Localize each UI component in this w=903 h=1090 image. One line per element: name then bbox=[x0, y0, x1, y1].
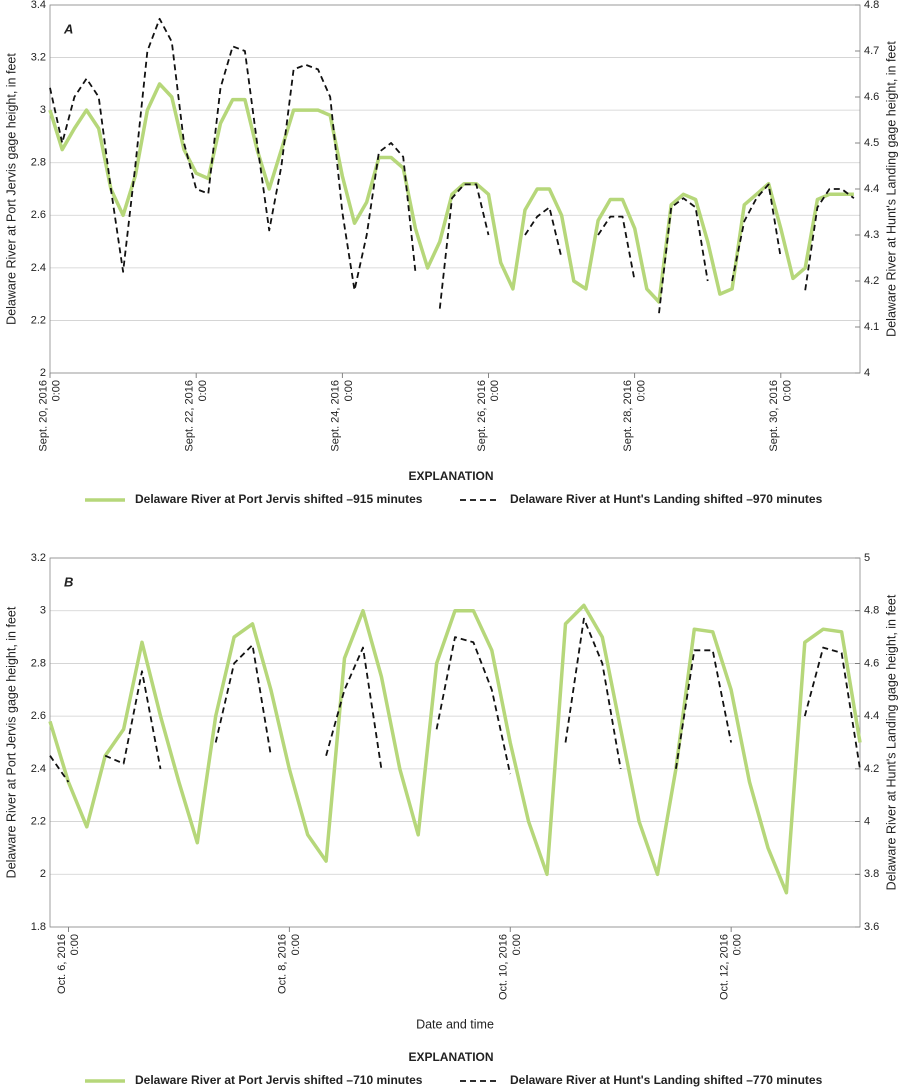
x-tick-label: Sept. 28, 20160:00 bbox=[622, 380, 647, 452]
y2-tick-label: 4.8 bbox=[864, 0, 879, 11]
y2-tick-label: 4.4 bbox=[864, 710, 879, 722]
series-line bbox=[49, 617, 861, 783]
y-tick-label: 2.8 bbox=[31, 657, 46, 669]
y-tick-label: 2 bbox=[40, 868, 46, 880]
y-tick-label: 3.2 bbox=[31, 552, 46, 564]
y2-tick-label: 4.1 bbox=[864, 321, 879, 333]
y2-tick-label: 4.6 bbox=[864, 91, 879, 103]
y-tick-label: 2.2 bbox=[31, 314, 46, 326]
legend-label: Delaware River at Port Jervis shifted –7… bbox=[135, 1073, 423, 1087]
y2-tick-label: 4 bbox=[864, 815, 870, 827]
y2-tick-label: 4.2 bbox=[864, 763, 879, 775]
y2-axis-label: Delaware River at Hunt's Landing gage he… bbox=[884, 594, 898, 890]
y-axis-label: Delaware River at Port Jervis gage heigh… bbox=[4, 606, 18, 878]
x-tick-label: Oct. 10, 20160:00 bbox=[498, 934, 523, 1000]
x-tick-label: Oct. 12, 20160:00 bbox=[718, 934, 743, 1000]
panel-label: B bbox=[64, 574, 73, 589]
panel-label: A bbox=[63, 21, 73, 36]
y2-tick-label: 5 bbox=[864, 552, 870, 564]
y-tick-label: 2.4 bbox=[31, 763, 46, 775]
x-tick-label: Sept. 20, 20160:00 bbox=[37, 380, 62, 452]
series-line bbox=[48, 82, 854, 304]
x-tick-label: Sept. 24, 20160:00 bbox=[330, 380, 355, 452]
y-tick-label: 3 bbox=[40, 104, 46, 116]
y-tick-label: 3.2 bbox=[31, 51, 46, 63]
y2-tick-label: 4.8 bbox=[864, 605, 879, 617]
x-tick-label: Oct. 6, 20160:00 bbox=[56, 934, 81, 994]
y-tick-label: 2.8 bbox=[31, 157, 46, 169]
x-tick-label: Sept. 22, 20160:00 bbox=[183, 380, 208, 452]
legend-label: Delaware River at Port Jervis shifted –9… bbox=[135, 492, 423, 506]
legend-title: EXPLANATION bbox=[408, 1050, 493, 1064]
y2-axis-label: Delaware River at Hunt's Landing gage he… bbox=[884, 41, 898, 337]
series-line bbox=[48, 603, 862, 895]
panel: 2 2.2 2.4 2.6 2.8 3 3.2 3.4 4 4.1 4.2 4.3 4.4 4.5 4.6 4… bbox=[4, 0, 898, 506]
y2-tick-label: 4.5 bbox=[864, 137, 879, 149]
y2-tick-label: 4.3 bbox=[864, 229, 879, 241]
y-tick-label: 3 bbox=[40, 605, 46, 617]
y2-tick-label: 4.7 bbox=[864, 45, 879, 57]
y2-tick-label: 3.8 bbox=[864, 868, 879, 880]
y2-tick-label: 4 bbox=[864, 367, 870, 379]
plot-frame bbox=[49, 4, 861, 374]
y2-tick-label: 4.6 bbox=[864, 657, 879, 669]
y-tick-label: 3.4 bbox=[31, 0, 46, 11]
legend-label: Delaware River at Hunt's Landing shifted… bbox=[510, 492, 823, 506]
x-tick-label: Oct. 8, 20160:00 bbox=[277, 934, 302, 994]
panel: 1.8 2 2.2 2.4 2.6 2.8 3 3.2 3.6 3.8 4 4.2 4.4 4.6 4.8 5… bbox=[4, 552, 898, 1087]
x-axis-label: Date and time bbox=[416, 1017, 494, 1031]
y-tick-label: 2.4 bbox=[31, 262, 46, 274]
x-tick-label: Sept. 30, 20160:00 bbox=[768, 380, 793, 452]
y-axis-label: Delaware River at Port Jervis gage heigh… bbox=[4, 53, 18, 325]
y-tick-label: 2.6 bbox=[31, 710, 46, 722]
y-tick-label: 2 bbox=[40, 367, 46, 379]
y-tick-label: 1.8 bbox=[31, 921, 46, 933]
legend-label: Delaware River at Hunt's Landing shifted… bbox=[510, 1073, 823, 1087]
legend-title: EXPLANATION bbox=[408, 469, 493, 483]
y2-tick-label: 3.6 bbox=[864, 921, 879, 933]
y-tick-label: 2.6 bbox=[31, 209, 46, 221]
y2-tick-label: 4.4 bbox=[864, 183, 879, 195]
y-tick-label: 2.2 bbox=[31, 815, 46, 827]
series-line bbox=[49, 17, 855, 314]
x-tick-label: Sept. 26, 20160:00 bbox=[476, 380, 501, 452]
y2-tick-label: 4.2 bbox=[864, 275, 879, 287]
